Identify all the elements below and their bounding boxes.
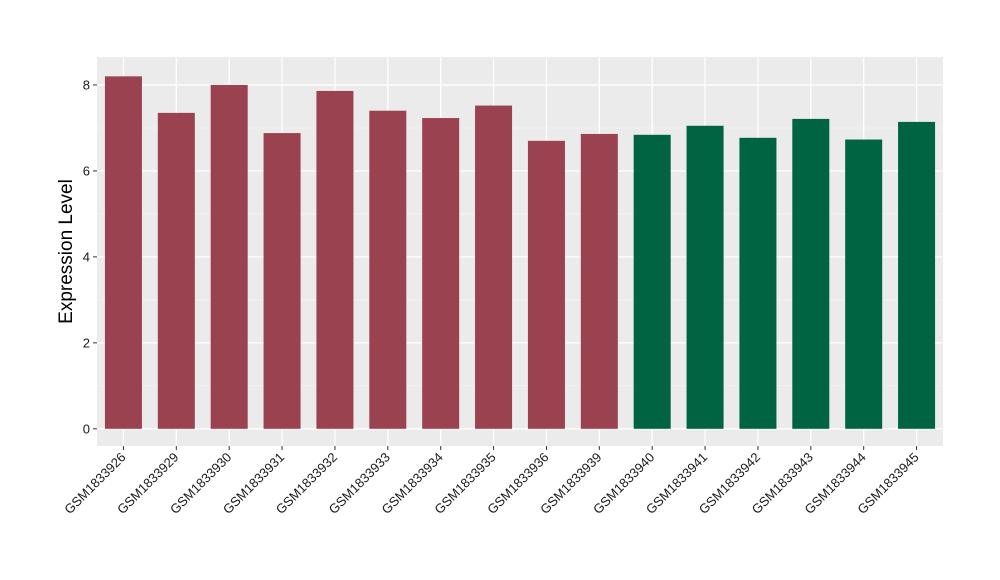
bar-GSM1833944 xyxy=(845,139,883,429)
bar-GSM1833936 xyxy=(527,140,565,429)
bar-GSM1833926 xyxy=(104,76,142,429)
y-axis: 0 2 4 6 8 xyxy=(83,77,97,436)
bar-GSM1833933 xyxy=(369,110,407,429)
bar-GSM1833932 xyxy=(316,90,354,429)
y-tick-label: 8 xyxy=(83,77,90,92)
y-tick-label: 0 xyxy=(83,421,90,436)
bar-GSM1833935 xyxy=(475,105,513,429)
bar-GSM1833943 xyxy=(792,118,830,429)
bar-GSM1833941 xyxy=(686,125,724,429)
bars xyxy=(104,76,936,429)
y-tick-label: 6 xyxy=(83,163,90,178)
bar-GSM1833934 xyxy=(422,118,460,429)
bar-GSM1833929 xyxy=(157,112,195,429)
bar-GSM1833931 xyxy=(263,133,301,429)
bar-GSM1833945 xyxy=(898,121,936,429)
y-tick-label: 2 xyxy=(83,335,90,350)
y-axis-title: Expression Level xyxy=(56,179,77,324)
x-axis: GSM1833926GSM1833929GSM1833930GSM1833931… xyxy=(61,446,922,517)
bar-GSM1833930 xyxy=(210,84,248,429)
bar-GSM1833940 xyxy=(633,134,671,429)
y-tick-label: 4 xyxy=(83,249,90,264)
bar-GSM1833942 xyxy=(739,137,777,429)
bar-GSM1833939 xyxy=(580,133,618,429)
